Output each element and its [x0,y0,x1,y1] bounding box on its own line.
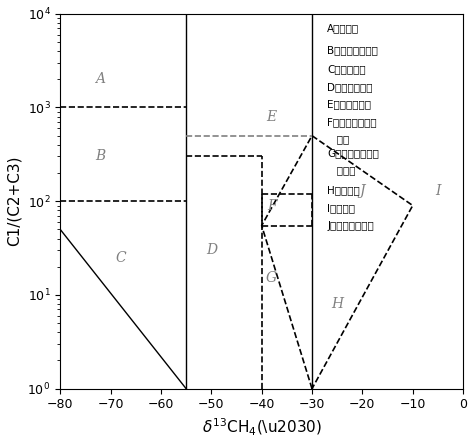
Y-axis label: C1/(C2+C3): C1/(C2+C3) [7,156,22,247]
Text: I: I [435,183,441,198]
Text: A：生物气: A：生物气 [327,23,359,33]
Text: G：凝析油伴生和: G：凝析油伴生和 [327,148,379,158]
Text: D: D [206,243,217,257]
Text: J：无机和煮型气: J：无机和煮型气 [327,221,374,231]
Text: 煮型气: 煮型气 [327,166,356,175]
Text: E: E [267,109,277,124]
Text: C：亚生物气: C：亚生物气 [327,65,366,74]
Text: F：油型裂解和煮: F：油型裂解和煮 [327,117,377,127]
Text: C: C [115,251,126,265]
Text: E：油型裂解气: E：油型裂解气 [327,100,371,109]
Text: 型气: 型气 [327,134,349,145]
Text: H: H [331,297,343,311]
Text: I：无机气: I：无机气 [327,203,355,213]
Text: B: B [95,150,106,163]
X-axis label: $\delta^{13}$CH$_4$(\u2030): $\delta^{13}$CH$_4$(\u2030) [201,417,322,438]
Text: H：煮型气: H：煮型气 [327,186,360,195]
Text: F: F [267,198,276,213]
Text: A: A [96,72,106,86]
Text: J: J [360,183,365,198]
Text: B：生物和亚生物: B：生物和亚生物 [327,45,378,55]
Text: D：原油伴生气: D：原油伴生气 [327,82,373,92]
Text: G: G [266,271,277,285]
